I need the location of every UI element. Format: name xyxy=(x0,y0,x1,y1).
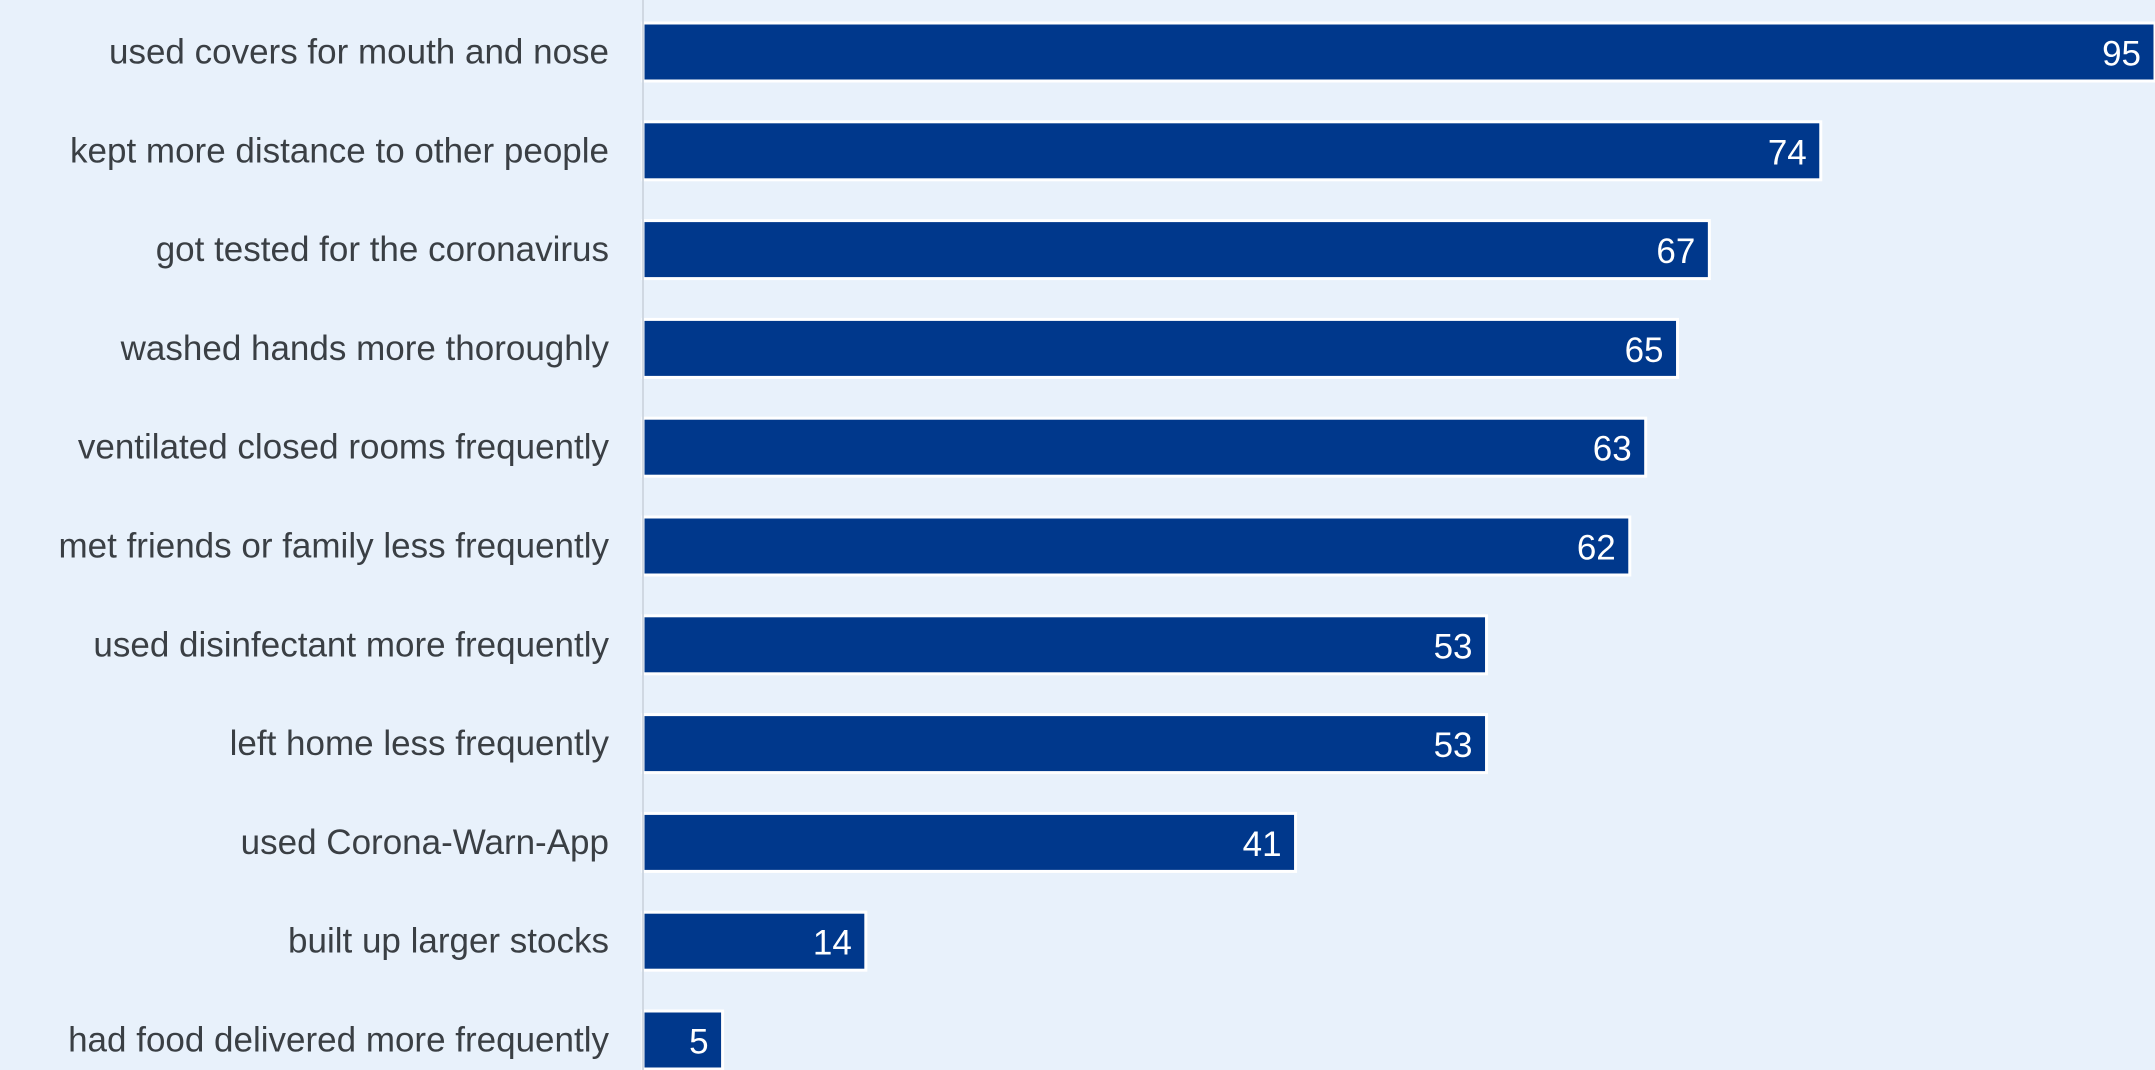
bar xyxy=(641,317,1680,379)
bars-group xyxy=(641,21,2155,1070)
category-labels-group: used covers for mouth and nose kept more … xyxy=(59,33,610,1060)
data-label: 14 xyxy=(813,924,852,963)
category-label: washed hands more thoroughly xyxy=(120,329,610,368)
bar xyxy=(641,21,2155,83)
bar xyxy=(641,811,1298,873)
category-label: got tested for the coronavirus xyxy=(156,230,609,269)
category-label: used covers for mouth and nose xyxy=(109,33,609,72)
category-label: kept more distance to other people xyxy=(70,131,609,170)
category-label: used disinfectant more frequently xyxy=(93,625,609,664)
category-label: left home less frequently xyxy=(230,724,610,763)
data-label: 74 xyxy=(1768,133,1807,172)
data-label: 53 xyxy=(1434,726,1473,765)
bar xyxy=(641,120,1823,182)
bar xyxy=(641,614,1489,676)
category-label: met friends or family less frequently xyxy=(59,527,610,566)
data-label: 95 xyxy=(2102,35,2141,74)
data-label: 65 xyxy=(1625,331,1664,370)
data-label: 53 xyxy=(1434,627,1473,666)
value-labels-group: 95 74 67 65 63 62 53 53 41 14 5 xyxy=(689,35,2141,1062)
bar xyxy=(641,713,1489,775)
category-label: ventilated closed rooms frequently xyxy=(78,428,610,467)
category-label: used Corona-Warn-App xyxy=(241,823,609,862)
data-label: 67 xyxy=(1656,232,1695,271)
category-label: built up larger stocks xyxy=(288,922,609,961)
bar xyxy=(641,515,1632,577)
bar xyxy=(641,1009,725,1070)
data-label: 63 xyxy=(1593,430,1632,469)
category-label: had food delivered more frequently xyxy=(68,1021,609,1060)
bar xyxy=(641,219,1711,281)
data-label: 41 xyxy=(1243,825,1282,864)
data-label: 62 xyxy=(1577,529,1616,568)
data-label: 5 xyxy=(689,1023,708,1062)
bar xyxy=(641,416,1648,478)
